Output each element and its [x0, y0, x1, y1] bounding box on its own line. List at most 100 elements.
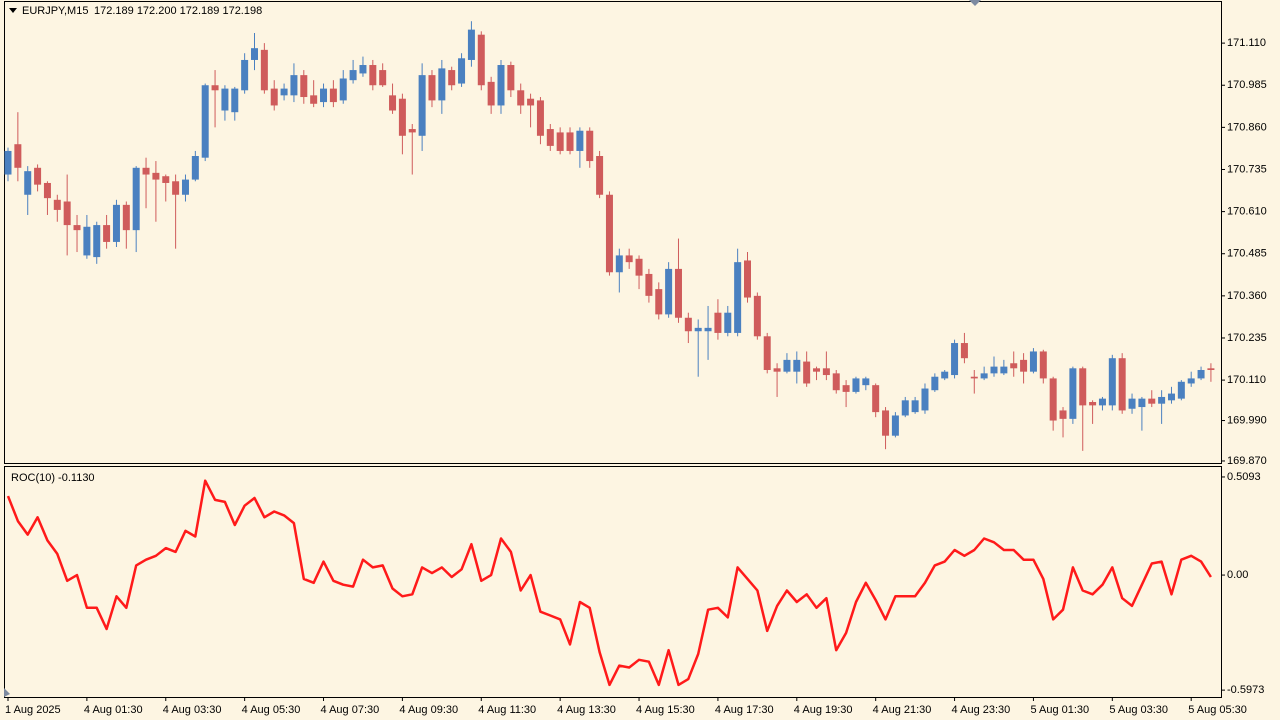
- candle-body: [566, 132, 574, 151]
- candle-body: [369, 65, 377, 86]
- candle-body: [487, 81, 495, 106]
- candle-body: [1029, 351, 1037, 372]
- candle-body: [1158, 396, 1166, 404]
- candle-body: [14, 144, 22, 168]
- x-tick-label: 4 Aug 03:30: [163, 704, 222, 716]
- candle-body: [1148, 398, 1156, 404]
- candle-body: [191, 156, 199, 180]
- roc-line: [6, 479, 1212, 687]
- candle-body: [389, 95, 397, 111]
- candle-body: [960, 343, 968, 359]
- candle-body: [556, 132, 564, 151]
- candle-body: [536, 100, 544, 136]
- candle-body: [921, 388, 929, 411]
- candle-body: [181, 179, 189, 195]
- candle-body: [260, 49, 268, 91]
- symbol-title: EURJPY,M15: [22, 5, 88, 17]
- candle-body: [1010, 363, 1018, 369]
- candle-body: [103, 225, 111, 242]
- candle-body: [379, 70, 387, 86]
- candle-body: [1207, 368, 1215, 370]
- candle-body: [1167, 393, 1175, 401]
- candle-body: [1197, 369, 1205, 379]
- candle-body: [34, 167, 42, 185]
- candle-body: [1020, 359, 1028, 372]
- candle-body: [852, 378, 860, 392]
- symbol-menu-arrow[interactable]: [9, 8, 17, 13]
- candle-body: [635, 258, 643, 276]
- candle-body: [1128, 398, 1136, 409]
- candle-body: [1059, 410, 1067, 419]
- candle-body: [290, 75, 298, 96]
- shift-marker: [969, 0, 981, 6]
- x-tick-label: 5 Aug 01:30: [1030, 704, 1089, 716]
- candle-body: [576, 130, 584, 151]
- y-tick-label: 170.610: [1227, 206, 1267, 218]
- candle-body: [694, 327, 702, 332]
- candle-body: [970, 376, 978, 379]
- candle-body: [714, 312, 722, 333]
- candle-body: [359, 65, 367, 74]
- candle-body: [615, 255, 623, 273]
- candle-body: [477, 34, 485, 86]
- y-tick-label: 169.870: [1227, 455, 1267, 467]
- candle-body: [586, 130, 594, 162]
- candle-body: [1039, 351, 1047, 379]
- y-tick-label: 0.00: [1227, 569, 1248, 581]
- candle-body: [231, 88, 239, 113]
- candle-body: [221, 88, 229, 111]
- x-tick-label: 4 Aug 01:30: [84, 704, 143, 716]
- candle-body: [1118, 358, 1126, 411]
- candle-body: [251, 48, 258, 60]
- candle-body: [83, 226, 91, 256]
- y-tick-label: 170.485: [1227, 248, 1267, 260]
- x-tick-label: 4 Aug 07:30: [321, 704, 380, 716]
- y-tick-label: 171.110: [1227, 37, 1266, 49]
- candle-body: [931, 376, 939, 391]
- candle-body: [270, 88, 278, 106]
- candle-body: [132, 167, 140, 231]
- candle-body: [625, 255, 633, 263]
- x-tick-label: 4 Aug 19:30: [794, 704, 853, 716]
- candle-body: [211, 85, 219, 91]
- candle-body: [310, 95, 318, 104]
- candle-body: [832, 373, 840, 391]
- candle-body: [339, 78, 347, 101]
- candle-body: [822, 368, 830, 376]
- y-tick-label: 170.235: [1227, 332, 1267, 344]
- candle-body: [596, 156, 604, 195]
- candle-body: [280, 88, 288, 96]
- candle-body: [901, 400, 909, 416]
- candle-body: [428, 75, 436, 101]
- x-tick-label: 4 Aug 15:30: [636, 704, 695, 716]
- candle-body: [438, 68, 446, 101]
- candle-body: [53, 199, 61, 210]
- candle-body: [329, 88, 337, 103]
- candle-body: [684, 317, 692, 332]
- candle-body: [951, 343, 959, 376]
- price-panel: [4, 1, 1222, 464]
- candle-body: [517, 90, 525, 106]
- candle-body: [398, 98, 406, 136]
- candle-body: [990, 366, 998, 374]
- candle-body: [803, 361, 811, 384]
- candle-body: [605, 194, 613, 273]
- candle-body: [744, 260, 751, 298]
- candle-body: [408, 129, 416, 133]
- y-tick-label: 170.110: [1227, 374, 1266, 386]
- y-tick-label: 170.860: [1227, 121, 1267, 133]
- x-tick-label: 4 Aug 09:30: [399, 704, 458, 716]
- candle-body: [162, 176, 170, 183]
- y-tick-label: 170.985: [1227, 79, 1267, 91]
- x-tick-label: 4 Aug 17:30: [715, 704, 774, 716]
- candle-body: [1049, 378, 1057, 421]
- candle-body: [73, 225, 81, 231]
- candle-body: [842, 385, 850, 392]
- candle-body: [507, 65, 515, 91]
- candle-body: [24, 171, 32, 195]
- candle-body: [467, 29, 475, 60]
- candle-body: [1000, 366, 1008, 374]
- candle-body: [112, 204, 120, 242]
- candle-body: [458, 58, 466, 84]
